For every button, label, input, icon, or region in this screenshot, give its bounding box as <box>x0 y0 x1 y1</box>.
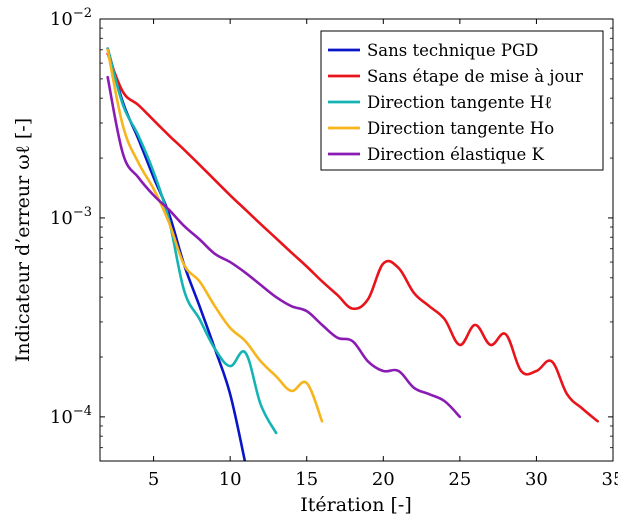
x-tick-label: 30 <box>525 469 548 490</box>
x-tick-label: 35 <box>602 469 618 490</box>
y-tick-label: 10−4 <box>50 404 92 428</box>
legend-label-2: Sans étape de mise à jour <box>367 67 583 86</box>
legend: Sans technique PGD Sans étape de mise à j… <box>320 30 604 171</box>
x-tick-label: 20 <box>372 469 395 490</box>
x-tick-label: 5 <box>148 469 159 490</box>
plot-frame <box>99 18 614 462</box>
series-line-5 <box>106 75 462 419</box>
legend-label-4: Direction tangente Ho <box>367 119 554 138</box>
series-line-4 <box>106 48 324 423</box>
x-tick-label: 15 <box>295 469 318 490</box>
legend-box <box>320 30 604 171</box>
x-tick-label: 25 <box>448 469 471 490</box>
series-line-2 <box>106 52 599 423</box>
y-tick-label: 10−3 <box>50 205 92 229</box>
y-tick-label: 10−2 <box>50 6 92 30</box>
legend-label-5: Direction élastique K <box>367 145 545 164</box>
series-layer <box>106 47 599 461</box>
legend-label-1: Sans technique PGD <box>367 41 538 60</box>
x-tick-label: 10 <box>219 469 242 490</box>
ticks-layer: 5 10 15 20 25 30 35 10−2 10−3 10−4 <box>50 6 618 490</box>
series-line-3 <box>106 47 278 435</box>
y-axis-title: Indicateur d’erreur ωℓ [-] <box>12 118 34 362</box>
legend-label-3: Direction tangente Hℓ <box>367 93 552 112</box>
x-axis-title: Itération [-] <box>300 494 411 516</box>
